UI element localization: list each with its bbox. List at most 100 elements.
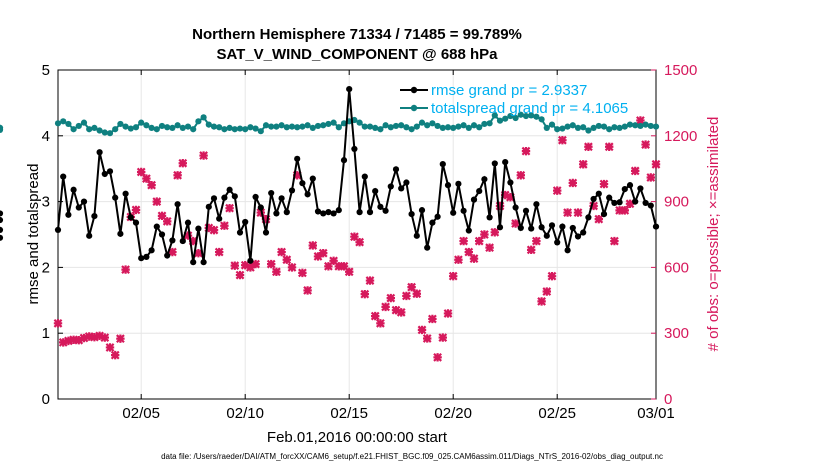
rmse-point xyxy=(169,237,176,244)
rmse-point xyxy=(216,215,223,222)
rmse-point xyxy=(382,207,389,214)
totalspread-point xyxy=(403,124,410,131)
rmse-point xyxy=(491,160,498,167)
y-left-tick-label: 4 xyxy=(42,128,50,145)
data-file-footnote: data file: /Users/raeder/DAI/ATM_forcXX/… xyxy=(161,452,663,461)
obs-marker xyxy=(532,236,541,246)
totalspread-point xyxy=(595,122,602,130)
obs-marker xyxy=(641,140,650,149)
rmse-point xyxy=(470,196,478,203)
obs-marker xyxy=(287,263,297,272)
y-left-tick-label: 0 xyxy=(42,391,50,408)
totalspread-point xyxy=(538,116,545,123)
totalspread-point xyxy=(247,124,254,131)
obs-marker xyxy=(214,247,224,257)
obs-marker xyxy=(376,318,385,328)
totalspread-point xyxy=(626,121,634,128)
rmse-point xyxy=(299,180,306,187)
totalspread-point xyxy=(470,122,478,129)
rmse-point xyxy=(75,204,82,211)
obs-marker xyxy=(246,263,255,272)
rmse-point xyxy=(403,179,410,186)
totalspread-point xyxy=(335,124,342,131)
y-left-tick-label: 5 xyxy=(42,62,50,79)
totalspread-point xyxy=(195,118,202,125)
obs-marker xyxy=(454,255,463,265)
rmse-point xyxy=(398,185,405,192)
rmse-point xyxy=(476,187,483,195)
totalspread-point xyxy=(65,120,72,128)
rmse-point xyxy=(632,198,639,205)
obs-marker xyxy=(318,248,328,258)
rmse-point xyxy=(309,175,316,182)
rmse-point xyxy=(117,230,124,237)
rmse-point xyxy=(481,176,488,183)
rmse-point xyxy=(231,193,238,200)
totalspread-point xyxy=(642,121,649,128)
obs-marker xyxy=(339,261,349,271)
rmse-point xyxy=(127,214,134,221)
totalspread-point xyxy=(288,123,296,130)
totalspread-point xyxy=(117,120,124,128)
totalspread-point xyxy=(91,124,98,132)
totalspread-point xyxy=(101,129,108,136)
rmse-point xyxy=(455,180,462,187)
rmse-point xyxy=(132,219,140,226)
totalspread-point xyxy=(460,122,467,129)
obs-marker xyxy=(402,291,411,301)
rmse-point xyxy=(0,216,4,224)
rmse-point xyxy=(184,219,192,226)
obs-marker xyxy=(578,159,588,169)
rmse-point xyxy=(548,222,556,229)
totalspread-point xyxy=(143,122,150,129)
obs-marker xyxy=(136,167,146,177)
rmse-point xyxy=(538,224,545,231)
rmse-point xyxy=(153,223,160,230)
totalspread-point xyxy=(580,124,587,131)
totalspread-point xyxy=(481,120,488,128)
totalspread-point xyxy=(122,123,129,130)
totalspread-point xyxy=(398,122,405,129)
y-right-tick-label: 0 xyxy=(664,391,672,408)
totalspread-point xyxy=(517,111,524,118)
rmse-point xyxy=(174,201,181,208)
rmse-point xyxy=(268,189,275,197)
obs-marker xyxy=(53,318,63,328)
totalspread-point xyxy=(574,124,582,132)
totalspread-point xyxy=(569,122,576,129)
totalspread-point xyxy=(486,120,493,127)
obs-marker xyxy=(506,192,515,202)
obs-marker xyxy=(443,309,453,318)
rmse-point xyxy=(496,224,504,231)
totalspread-point xyxy=(86,126,93,133)
rmse-point xyxy=(122,190,129,197)
rmse-point xyxy=(96,149,103,156)
totalspread-point xyxy=(340,120,348,127)
rmse-point xyxy=(429,219,436,226)
totalspread-point xyxy=(216,124,223,131)
totalspread-point xyxy=(268,123,275,130)
x-tick-label: 03/01 xyxy=(637,405,675,422)
rmse-point xyxy=(444,182,452,189)
rmse-point xyxy=(247,257,254,264)
rmse-point xyxy=(335,207,342,214)
obs-marker xyxy=(162,216,172,226)
totalspread-point xyxy=(424,122,431,129)
rmse-point xyxy=(413,232,420,239)
obs-marker xyxy=(422,334,432,343)
rmse-point xyxy=(221,194,228,201)
rmse-point xyxy=(590,195,597,203)
obs-marker xyxy=(537,297,546,306)
totalspread-point xyxy=(205,121,212,128)
obs-marker xyxy=(334,261,344,271)
totalspread-point xyxy=(179,124,186,132)
totalspread-point xyxy=(476,124,483,131)
totalspread-point xyxy=(387,124,394,131)
totalspread-point xyxy=(382,122,389,129)
rmse-point xyxy=(559,223,566,230)
obs-marker xyxy=(313,252,323,261)
totalspread-point xyxy=(429,120,436,127)
obs-marker xyxy=(251,259,260,269)
obs-marker xyxy=(235,270,245,280)
